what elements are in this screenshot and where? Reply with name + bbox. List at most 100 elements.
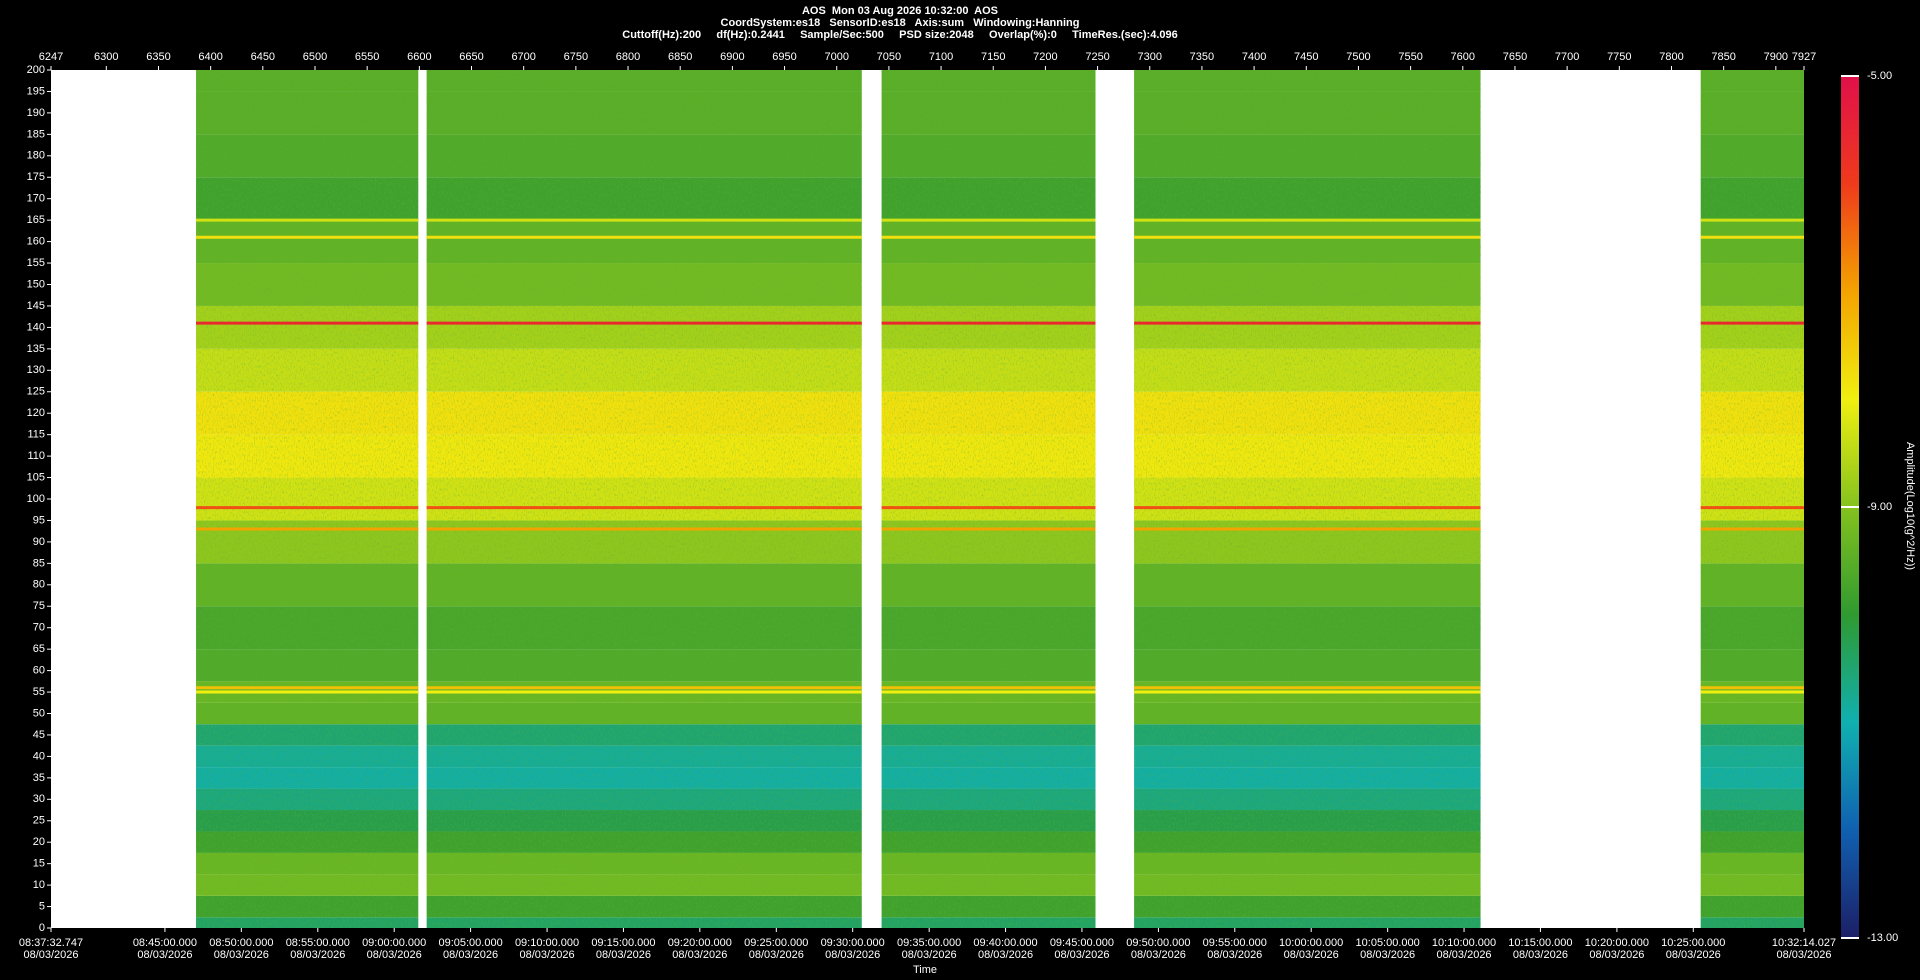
y-tick-label: 155 — [27, 257, 45, 269]
x-tick-label: 7700 — [1555, 51, 1579, 63]
time-tick-label: 09:00:00.000 — [362, 937, 426, 949]
x-tick-label: 7100 — [929, 51, 953, 63]
y-tick-label: 75 — [33, 600, 45, 612]
time-tick-label: 09:10:00.000 — [515, 937, 579, 949]
y-tick-label: 150 — [27, 278, 45, 290]
date-tick-label: 08/03/2026 — [1776, 949, 1831, 961]
x-tick-label: 6900 — [720, 51, 744, 63]
x-tick-label: 6950 — [772, 51, 796, 63]
time-tick-label: 09:25:00.000 — [744, 937, 808, 949]
noise-texture — [426, 70, 862, 928]
y-tick-label: 45 — [33, 729, 45, 741]
x-tick-label: 7350 — [1190, 51, 1214, 63]
noise-texture — [1700, 70, 1804, 928]
chart-title: AOS Mon 03 Aug 2026 10:32:00 AOS — [802, 5, 998, 17]
colorbar-tick-label: -13.00 — [1867, 932, 1898, 944]
segment — [1700, 70, 1804, 928]
colorbar-tick-label: -5.00 — [1867, 70, 1892, 82]
time-tick-label: 09:45:00.000 — [1050, 937, 1114, 949]
y-tick-label: 105 — [27, 471, 45, 483]
time-tick-label: 10:05:00.000 — [1356, 937, 1420, 949]
segment — [881, 70, 1096, 928]
x-tick-label: 7150 — [981, 51, 1005, 63]
y-tick-label: 170 — [27, 193, 45, 205]
x-tick-label: 7927 — [1792, 51, 1816, 63]
time-tick-label: 10:10:00.000 — [1432, 937, 1496, 949]
time-tick-label: 09:20:00.000 — [668, 937, 732, 949]
time-tick-label: 08:37:32.747 — [19, 937, 83, 949]
x-tick-label: 6300 — [94, 51, 118, 63]
time-tick-label: 09:50:00.000 — [1126, 937, 1190, 949]
y-tick-label: 190 — [27, 107, 45, 119]
x-tick-label: 6247 — [39, 51, 63, 63]
x-tick-label: 7050 — [877, 51, 901, 63]
y-tick-label: 0 — [39, 922, 45, 934]
y-tick-label: 20 — [33, 836, 45, 848]
time-tick-label: 10:20:00.000 — [1585, 937, 1649, 949]
date-tick-label: 08/03/2026 — [367, 949, 422, 961]
y-tick-label: 160 — [27, 236, 45, 248]
x-tick-label: 7200 — [1033, 51, 1057, 63]
y-tick-label: 125 — [27, 386, 45, 398]
time-tick-label: 10:15:00.000 — [1508, 937, 1572, 949]
y-tick-label: 25 — [33, 815, 45, 827]
x-tick-label: 6400 — [198, 51, 222, 63]
date-tick-label: 08/03/2026 — [1284, 949, 1339, 961]
x-tick-label: 6750 — [564, 51, 588, 63]
x-tick-label: 7750 — [1607, 51, 1631, 63]
date-tick-label: 08/03/2026 — [902, 949, 957, 961]
date-tick-label: 08/03/2026 — [520, 949, 575, 961]
colorbar-tick-label: -9.00 — [1867, 501, 1892, 513]
date-tick-label: 08/03/2026 — [214, 949, 269, 961]
y-tick-label: 35 — [33, 772, 45, 784]
date-tick-label: 08/03/2026 — [1589, 949, 1644, 961]
date-tick-label: 08/03/2026 — [1666, 949, 1721, 961]
y-tick-label: 95 — [33, 514, 45, 526]
segment — [196, 70, 419, 928]
y-tick-label: 130 — [27, 364, 45, 376]
date-tick-label: 08/03/2026 — [1207, 949, 1262, 961]
y-tick-label: 140 — [27, 321, 45, 333]
date-tick-label: 08/03/2026 — [825, 949, 880, 961]
date-tick-label: 08/03/2026 — [443, 949, 498, 961]
y-tick-label: 110 — [27, 450, 45, 462]
x-tick-label: 7500 — [1346, 51, 1370, 63]
x-tick-label: 7900 — [1764, 51, 1788, 63]
date-tick-label: 08/03/2026 — [1054, 949, 1109, 961]
date-tick-label: 08/03/2026 — [137, 949, 192, 961]
x-tick-label: 6600 — [407, 51, 431, 63]
y-tick-label: 55 — [33, 686, 45, 698]
date-tick-label: 08/03/2026 — [1437, 949, 1492, 961]
time-tick-label: 10:25:00.000 — [1661, 937, 1725, 949]
x-tick-label: 7300 — [1138, 51, 1162, 63]
date-tick-label: 08/03/2026 — [749, 949, 804, 961]
x-tick-label: 7550 — [1398, 51, 1422, 63]
y-tick-label: 60 — [33, 665, 45, 677]
y-tick-label: 65 — [33, 643, 45, 655]
y-tick-label: 135 — [27, 343, 45, 355]
colorbar-title: Amplitude(Log10(g^2/Hz)) — [1904, 442, 1916, 570]
x-tick-label: 6850 — [668, 51, 692, 63]
parameters: Cuttoff(Hz):200 df(Hz):0.2441 Sample/Sec… — [622, 29, 1178, 41]
x-tick-label: 7650 — [1503, 51, 1527, 63]
x-tick-label: 7850 — [1711, 51, 1735, 63]
time-tick-label: 09:05:00.000 — [438, 937, 502, 949]
y-tick-label: 195 — [27, 85, 45, 97]
date-tick-label: 08/03/2026 — [672, 949, 727, 961]
date-tick-label: 08/03/2026 — [596, 949, 651, 961]
date-tick-label: 08/03/2026 — [1360, 949, 1415, 961]
y-tick-label: 85 — [33, 557, 45, 569]
x-tick-label: 6550 — [355, 51, 379, 63]
date-tick-label: 08/03/2026 — [290, 949, 345, 961]
y-tick-label: 30 — [33, 793, 45, 805]
x-tick-label: 6500 — [303, 51, 327, 63]
time-tick-label: 08:45:00.000 — [133, 937, 197, 949]
time-tick-label: 08:55:00.000 — [286, 937, 350, 949]
noise-texture — [1134, 70, 1481, 928]
x-tick-label: 7800 — [1659, 51, 1683, 63]
y-tick-label: 50 — [33, 707, 45, 719]
time-tick-label: 08:50:00.000 — [209, 937, 273, 949]
noise-texture — [196, 70, 419, 928]
time-tick-label: 09:55:00.000 — [1203, 937, 1267, 949]
